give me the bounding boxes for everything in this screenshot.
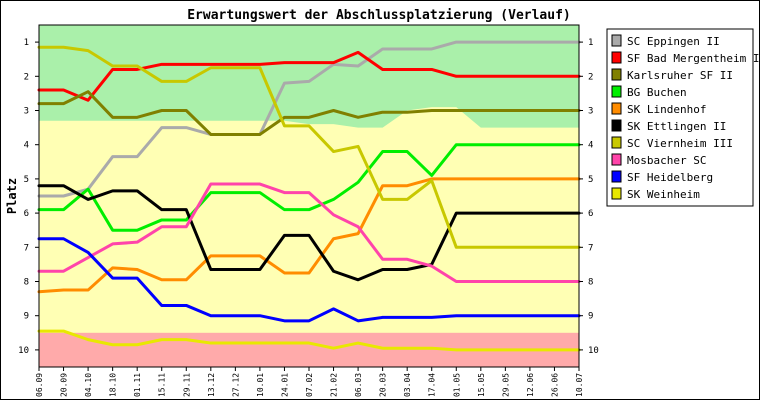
x-tick-label: 26.06 <box>550 373 559 397</box>
y-tick-label-right: 4 <box>588 141 593 151</box>
series-line-1 <box>37 40 581 198</box>
x-tick-label: 07.02 <box>305 373 314 397</box>
legend-swatch <box>611 136 622 149</box>
legend-swatch <box>611 119 622 132</box>
legend-swatch <box>611 51 622 64</box>
legend-swatch <box>611 187 622 200</box>
legend-label: BG Buchen <box>627 86 687 99</box>
series-line-3 <box>37 90 581 136</box>
x-tick-label: 06.03 <box>354 373 363 397</box>
y-tick-label-right: 7 <box>588 243 593 253</box>
y-axis-right: 1 2 3 4 5 6 7 8 9 10 <box>579 38 599 356</box>
x-tick-label: 20.09 <box>60 373 69 397</box>
series-line-9 <box>37 237 581 323</box>
x-tick-label: 15.11 <box>158 373 167 397</box>
y-tick-label-right: 9 <box>588 312 593 322</box>
x-tick-label: 15.05 <box>477 373 486 397</box>
x-tick-label: 03.04 <box>403 373 412 397</box>
legend-label: SF Bad Mergentheim II <box>627 52 759 65</box>
x-tick-label: 29.05 <box>501 373 510 397</box>
legend-swatch <box>611 102 622 115</box>
y-tick-label-right: 3 <box>588 107 593 117</box>
legend-swatch <box>611 68 622 81</box>
legend-label: SC Viernheim III <box>627 137 733 150</box>
y-axis-left: 1 2 3 4 5 6 7 8 9 10 <box>18 38 39 356</box>
y-tick-label-right: 8 <box>588 278 593 288</box>
y-axis-label: Platz <box>5 178 19 214</box>
legend-label: SK Lindenhof <box>627 103 706 116</box>
y-tick-label-left: 7 <box>24 243 29 253</box>
promotion-zone <box>39 25 579 128</box>
series-line-2 <box>37 50 581 102</box>
x-tick-label: 06.09 <box>35 373 44 397</box>
y-tick-label-left: 4 <box>24 141 29 151</box>
y-tick-label-right: 2 <box>588 72 593 82</box>
x-tick-label: 24.01 <box>280 373 289 397</box>
x-tick-label: 12.06 <box>526 373 535 397</box>
legend-label: Karlsruher SF II <box>627 69 733 82</box>
x-tick-label: 10.01 <box>256 373 265 397</box>
legend-label: Mosbacher SC <box>627 154 706 167</box>
x-tick-label: 01.11 <box>133 373 142 397</box>
y-tick-label-right: 6 <box>588 209 593 219</box>
series-lines <box>37 40 581 352</box>
legend-box <box>606 28 754 207</box>
y-tick-label-left: 9 <box>24 312 29 322</box>
legend-swatch <box>611 170 622 183</box>
x-tick-label: 18.10 <box>109 373 118 397</box>
series-line-6 <box>37 184 581 282</box>
x-axis: 06.09 20.09 04.10 18.10 01.11 15.11 29.11 13.12… <box>35 367 584 397</box>
series-line-4 <box>37 143 581 232</box>
x-tick-label: 27.12 <box>231 373 240 397</box>
series-line-7 <box>37 45 581 249</box>
x-tick-label: 29.11 <box>182 373 191 397</box>
legend-label: SK Weinheim <box>627 188 700 201</box>
x-tick-label: 20.03 <box>379 373 388 397</box>
legend-label: SK Ettlingen II <box>627 120 726 133</box>
x-tick-label: 13.12 <box>207 373 216 397</box>
y-tick-label-right: 1 <box>588 38 593 48</box>
legend-swatch <box>611 34 622 47</box>
x-tick-label: 10.07 <box>575 373 584 397</box>
y-tick-label-right: 10 <box>588 346 599 356</box>
legend-label: SF Heidelberg <box>627 171 713 184</box>
series-line-8 <box>37 182 581 283</box>
series-line-10 <box>37 329 581 352</box>
y-tick-label-left: 3 <box>24 107 29 117</box>
x-tick-label: 17.04 <box>428 373 437 397</box>
y-tick-label-right: 5 <box>588 175 593 185</box>
y-tick-label-left: 6 <box>24 209 29 219</box>
legend-swatch <box>611 85 622 98</box>
y-tick-label-left: 8 <box>24 278 29 288</box>
legend-label: SC Eppingen II <box>627 35 720 48</box>
y-tick-label-left: 2 <box>24 72 29 82</box>
x-tick-label: 01.05 <box>452 373 461 397</box>
chart-title: Erwartungswert der Abschlussplatzierung … <box>187 8 571 23</box>
legend-swatch <box>611 153 622 166</box>
legend: SC Eppingen II SF Bad Mergentheim II Karls… <box>606 28 759 207</box>
x-tick-label: 21.02 <box>330 373 339 397</box>
x-tick-label: 04.10 <box>84 373 93 397</box>
y-tick-label-left: 1 <box>24 38 29 48</box>
y-tick-label-left: 5 <box>24 175 29 185</box>
y-tick-label-left: 10 <box>18 346 29 356</box>
series-line-5 <box>37 177 581 294</box>
